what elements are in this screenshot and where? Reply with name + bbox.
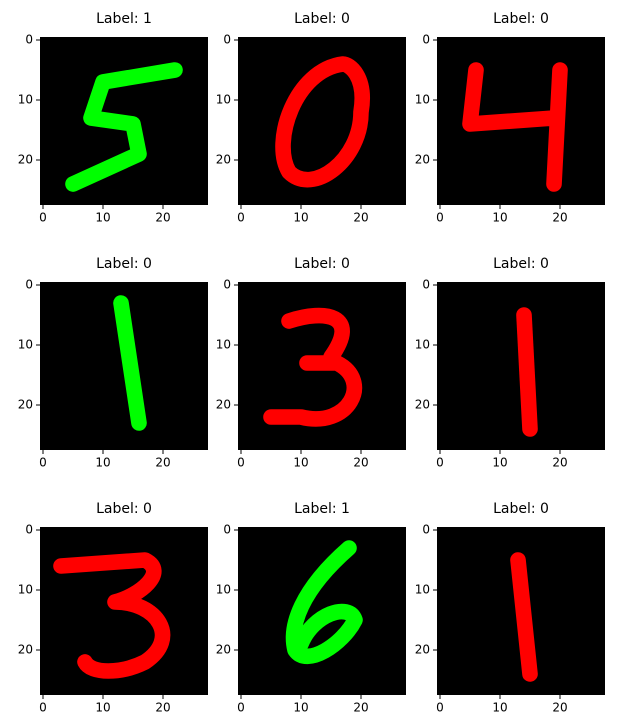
subplot-title: Label: 0 bbox=[294, 256, 350, 272]
y-tick-label: 10 bbox=[18, 338, 33, 352]
x-tick-label: 20 bbox=[155, 701, 170, 715]
x-tick-label: 20 bbox=[353, 701, 368, 715]
y-tick-label: 20 bbox=[18, 398, 33, 412]
y-tick-label: 20 bbox=[216, 153, 231, 167]
subplot: Label: 0 0 10 20 0 10 20 bbox=[18, 501, 208, 715]
y-tick-label: 0 bbox=[223, 33, 231, 47]
subplot-title: Label: 1 bbox=[294, 501, 350, 517]
y-tick-label: 10 bbox=[216, 583, 231, 597]
y-tick-label: 0 bbox=[422, 523, 430, 537]
x-tick-label: 10 bbox=[492, 456, 507, 470]
y-tick-label: 20 bbox=[415, 398, 430, 412]
y-tick-label: 10 bbox=[415, 338, 430, 352]
subplot: Label: 0 0 10 20 0 10 20 bbox=[415, 11, 605, 225]
x-tick-label: 0 bbox=[436, 701, 444, 715]
y-tick-label: 10 bbox=[415, 583, 430, 597]
subplot: Label: 1 0 10 20 0 10 20 bbox=[18, 11, 208, 225]
x-tick-label: 0 bbox=[39, 701, 47, 715]
subplot: Label: 0 0 10 20 0 10 20 bbox=[216, 11, 406, 225]
x-tick-label: 0 bbox=[237, 456, 245, 470]
x-tick-label: 10 bbox=[95, 456, 110, 470]
x-tick-label: 10 bbox=[293, 701, 308, 715]
subplot: Label: 0 0 10 20 0 10 20 bbox=[415, 501, 605, 715]
x-tick-label: 10 bbox=[293, 211, 308, 225]
figure: Label: 10102001020Label: 00102001020Labe… bbox=[0, 0, 634, 722]
y-tick-label: 0 bbox=[422, 278, 430, 292]
x-tick-label: 20 bbox=[552, 456, 567, 470]
x-tick-label: 20 bbox=[552, 211, 567, 225]
digit bbox=[524, 315, 530, 429]
y-tick-label: 10 bbox=[18, 583, 33, 597]
y-tick-label: 10 bbox=[216, 93, 231, 107]
x-tick-label: 10 bbox=[293, 456, 308, 470]
x-tick-label: 0 bbox=[39, 456, 47, 470]
subplot-title: Label: 0 bbox=[96, 256, 152, 272]
subplot-title: Label: 1 bbox=[96, 11, 152, 27]
x-tick-label: 10 bbox=[95, 701, 110, 715]
x-tick-label: 10 bbox=[95, 211, 110, 225]
y-tick-label: 0 bbox=[25, 523, 33, 537]
y-tick-label: 10 bbox=[415, 93, 430, 107]
x-tick-label: 20 bbox=[552, 701, 567, 715]
y-tick-label: 20 bbox=[216, 398, 231, 412]
y-tick-label: 20 bbox=[18, 153, 33, 167]
x-tick-label: 20 bbox=[353, 211, 368, 225]
subplot-title: Label: 0 bbox=[96, 501, 152, 517]
x-tick-label: 20 bbox=[155, 211, 170, 225]
x-tick-label: 0 bbox=[436, 456, 444, 470]
x-tick-label: 0 bbox=[237, 701, 245, 715]
x-tick-label: 10 bbox=[492, 211, 507, 225]
subplot-title: Label: 0 bbox=[493, 256, 549, 272]
y-tick-label: 20 bbox=[415, 153, 430, 167]
subplot: Label: 0 0 10 20 0 10 20 bbox=[415, 256, 605, 470]
subplot: Label: 0 0 10 20 0 10 20 bbox=[216, 256, 406, 470]
x-tick-label: 20 bbox=[155, 456, 170, 470]
y-tick-label: 10 bbox=[216, 338, 231, 352]
subplot-title: Label: 0 bbox=[493, 501, 549, 517]
x-tick-label: 0 bbox=[436, 211, 444, 225]
subplot: Label: 1 0 10 20 0 10 20 bbox=[216, 501, 406, 715]
y-tick-label: 20 bbox=[18, 643, 33, 657]
y-tick-label: 0 bbox=[25, 278, 33, 292]
y-tick-label: 10 bbox=[18, 93, 33, 107]
y-tick-label: 20 bbox=[415, 643, 430, 657]
subplot-title: Label: 0 bbox=[493, 11, 549, 27]
x-tick-label: 10 bbox=[492, 701, 507, 715]
y-tick-label: 0 bbox=[25, 33, 33, 47]
y-tick-label: 0 bbox=[223, 523, 231, 537]
x-tick-label: 0 bbox=[237, 211, 245, 225]
subplot: Label: 0 0 10 20 0 10 20 bbox=[18, 256, 208, 470]
x-tick-label: 20 bbox=[353, 456, 368, 470]
y-tick-label: 0 bbox=[422, 33, 430, 47]
x-tick-label: 0 bbox=[39, 211, 47, 225]
y-tick-label: 0 bbox=[223, 278, 231, 292]
y-tick-label: 20 bbox=[216, 643, 231, 657]
subplot-title: Label: 0 bbox=[294, 11, 350, 27]
